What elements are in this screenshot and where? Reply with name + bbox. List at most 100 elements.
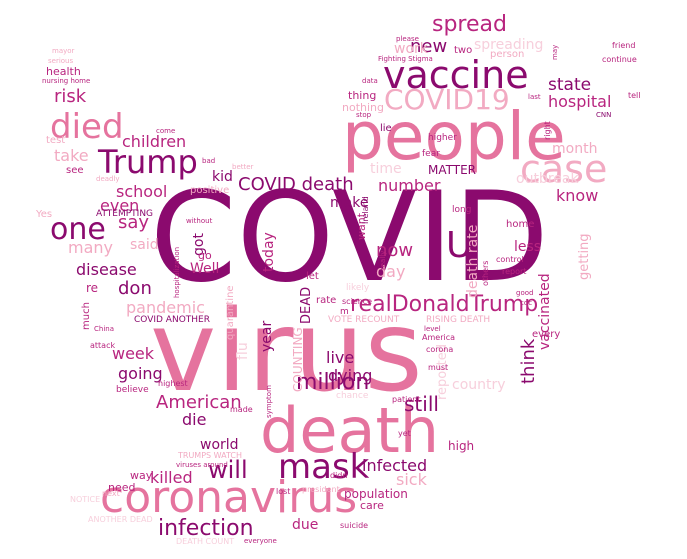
word-counting: COUNTING bbox=[291, 327, 305, 392]
word-infection: infection bbox=[158, 516, 254, 541]
word-president: president bbox=[302, 485, 340, 494]
word-coronavirus: coronavirus bbox=[100, 472, 358, 523]
word-school: school bbox=[116, 182, 168, 201]
word-didn: didn bbox=[330, 471, 348, 480]
word-chance: chance bbox=[336, 391, 369, 401]
word-long: long bbox=[452, 205, 472, 215]
word-vote-recount: VOTE RECOUNT bbox=[328, 315, 400, 325]
word-spread: spread bbox=[432, 12, 507, 37]
word-work: work bbox=[394, 41, 428, 57]
word-person: person bbox=[490, 49, 525, 60]
word-another-dead: ANOTHER DEAD bbox=[88, 515, 153, 524]
word-rate: rate bbox=[316, 295, 337, 306]
word-new: new bbox=[410, 36, 448, 57]
word-see: see bbox=[66, 165, 84, 176]
word-pandemic: pandemic bbox=[126, 298, 205, 317]
word-dying: dying bbox=[328, 366, 373, 385]
word-dead: DEAD bbox=[299, 286, 314, 324]
word-data: data bbox=[362, 77, 378, 85]
word-one: one bbox=[50, 212, 106, 247]
word-must: must bbox=[428, 363, 449, 372]
word-mask: mask bbox=[278, 447, 370, 487]
word-care: care bbox=[360, 499, 384, 512]
word-mayor: mayor bbox=[52, 47, 75, 55]
word-likely: likely bbox=[346, 283, 370, 293]
word-well: Well bbox=[190, 261, 220, 277]
word-fighting-stigma: Fighting Stigma bbox=[378, 55, 433, 63]
word-less: less bbox=[514, 239, 542, 255]
word-thing: thing bbox=[348, 89, 377, 102]
word-month: month bbox=[552, 141, 598, 157]
word-covid-death: COVID death bbox=[238, 174, 354, 195]
word-flu: flu bbox=[235, 342, 251, 360]
word-infected: infected bbox=[362, 456, 428, 475]
word-time: time bbox=[370, 161, 402, 177]
word-attempting: ATTEMPTING bbox=[96, 209, 154, 219]
word-take: take bbox=[54, 146, 89, 165]
word-number: number bbox=[378, 176, 441, 195]
word-continue: continue bbox=[602, 55, 637, 64]
word-level: level bbox=[424, 325, 441, 333]
word-please: please bbox=[396, 35, 419, 43]
word-case: case bbox=[520, 147, 608, 191]
word-america: America bbox=[422, 333, 455, 342]
word-will: will bbox=[208, 456, 248, 484]
word-much: much bbox=[81, 302, 92, 330]
word-really: really bbox=[379, 250, 387, 270]
word-matter: MATTER bbox=[428, 163, 476, 177]
word-yes: Yes bbox=[36, 209, 53, 220]
word-everyone: everyone bbox=[244, 537, 277, 545]
word-quarantine: quarantine bbox=[225, 285, 236, 340]
word-without: without bbox=[186, 217, 213, 225]
word-china: China bbox=[94, 325, 114, 333]
word-tell: tell bbox=[628, 91, 641, 100]
word-next: next bbox=[102, 489, 120, 498]
word-said: said bbox=[130, 237, 159, 253]
word-attack: attack bbox=[90, 341, 116, 350]
word-suicide: suicide bbox=[340, 521, 369, 530]
word-hospital: hospital bbox=[548, 92, 612, 111]
word-right: right bbox=[543, 121, 552, 140]
word-sick: sick bbox=[396, 470, 427, 489]
word-notice: NOTICE bbox=[70, 495, 101, 504]
word-may: may bbox=[551, 44, 559, 60]
word-people: people bbox=[342, 98, 566, 175]
word-health: health bbox=[46, 65, 81, 78]
word-symptom: symptom bbox=[265, 385, 273, 418]
word-nothing: nothing bbox=[342, 101, 384, 114]
word-death: death bbox=[260, 394, 440, 467]
word-serious: serious bbox=[48, 57, 74, 65]
word-risk: risk bbox=[54, 86, 87, 107]
word-way: way bbox=[130, 469, 153, 482]
word-world: world bbox=[200, 437, 239, 453]
word-virus: virus bbox=[150, 287, 423, 417]
word-last: last bbox=[528, 93, 541, 101]
word-outbreak: outbreak bbox=[516, 171, 579, 187]
word-higher: higher bbox=[428, 133, 457, 143]
word-kid: kid bbox=[212, 169, 233, 185]
word-die: die bbox=[182, 410, 207, 429]
word-viruses-around: viruses around bbox=[176, 461, 228, 469]
word-bad: bad bbox=[202, 157, 216, 165]
word-believe: believe bbox=[116, 385, 149, 395]
word-day: day bbox=[376, 262, 406, 281]
word-population: population bbox=[344, 487, 408, 501]
word-spreading: spreading bbox=[474, 37, 544, 53]
word-week: week bbox=[112, 344, 155, 363]
word-come: come bbox=[156, 127, 176, 135]
word-death-rate: death rate bbox=[465, 224, 481, 298]
word-covid19: COVID19 bbox=[384, 83, 510, 116]
word-hospitalization: hospitalization bbox=[173, 246, 181, 298]
word-going: going bbox=[118, 364, 163, 383]
word-m: m bbox=[340, 307, 349, 317]
word-don: don bbox=[118, 278, 152, 299]
word-ireland: Ireland bbox=[361, 196, 370, 224]
word-still: still bbox=[404, 392, 439, 416]
word-u: U bbox=[446, 225, 473, 266]
word-disease: disease bbox=[76, 260, 137, 279]
word-test: test bbox=[46, 135, 66, 146]
word-home: home bbox=[506, 219, 535, 230]
word-re: re bbox=[86, 281, 99, 295]
word-highest: highest bbox=[158, 379, 188, 388]
